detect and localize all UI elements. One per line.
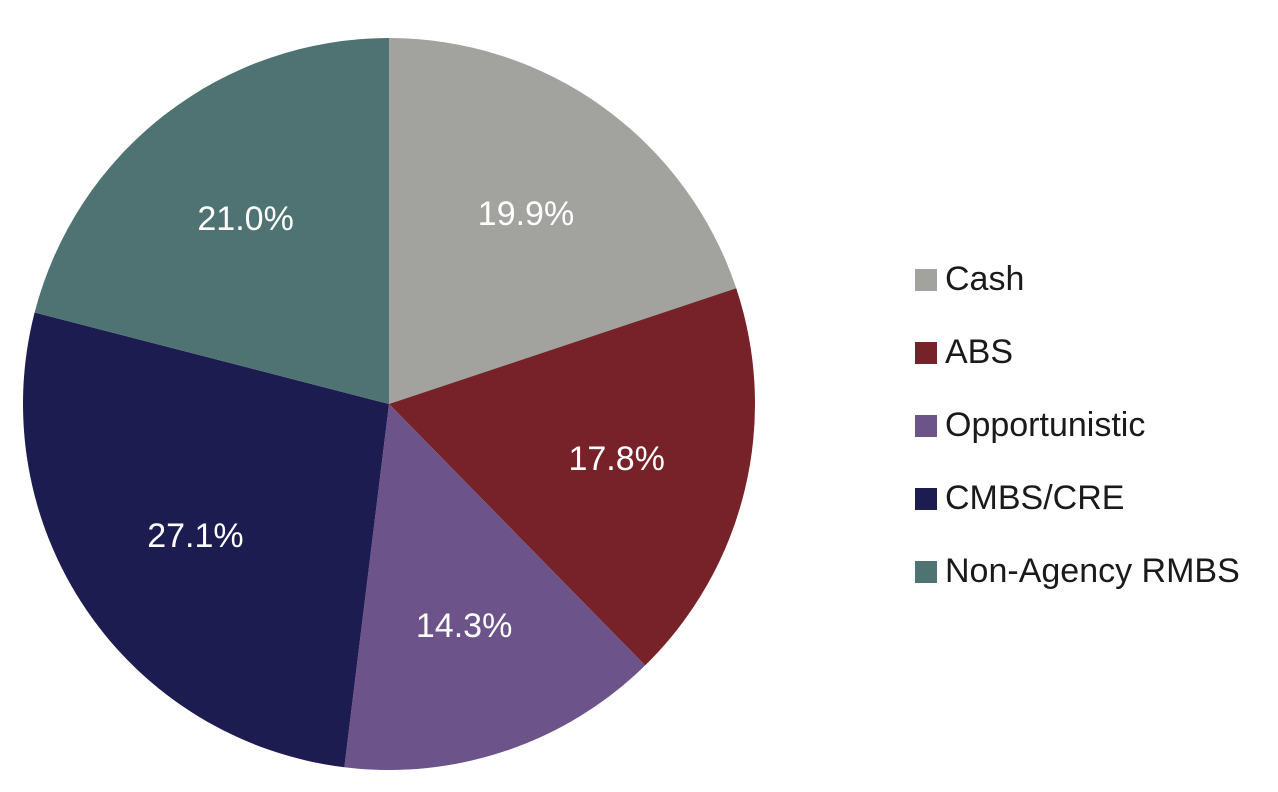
legend-label-cmbs-cre: CMBS/CRE xyxy=(945,479,1125,517)
legend-swatch-abs xyxy=(915,341,937,364)
pie-slice-opportunistic xyxy=(344,404,646,770)
legend-label-non-agency-rmbs: Non-Agency RMBS xyxy=(945,552,1240,590)
legend-item-cmbs-cre: CMBS/CRE xyxy=(915,462,1270,535)
data-label-cmbs-cre: 27.1% xyxy=(147,517,243,555)
legend-swatch-cmbs-cre xyxy=(915,487,937,510)
pie-slice-abs xyxy=(389,288,755,666)
data-label-opportunistic: 14.3% xyxy=(416,607,512,645)
pie-slice-cmbs-cre xyxy=(23,312,390,768)
pie-slice-cash xyxy=(389,38,737,404)
legend-swatch-opportunistic xyxy=(915,414,937,437)
legend-label-abs: ABS xyxy=(945,333,1014,371)
pie-data-labels: 19.9% 17.8% 14.3% 27.1% 21.0% xyxy=(147,195,665,645)
pie-slice-non-agency-rmbs xyxy=(34,38,390,404)
legend-label-cash: Cash xyxy=(945,260,1025,298)
pie-slices xyxy=(23,38,755,770)
data-label-abs: 17.8% xyxy=(568,440,664,478)
legend-label-opportunistic: Opportunistic xyxy=(945,406,1146,444)
chart-legend: Cash ABS Opportunistic CMBS/CRE Non-Agen… xyxy=(915,243,1270,608)
data-label-cash: 19.9% xyxy=(478,195,574,233)
legend-swatch-cash xyxy=(915,268,937,291)
data-label-non-agency-rmbs: 21.0% xyxy=(197,200,293,238)
legend-item-abs: ABS xyxy=(915,316,1270,389)
legend-item-cash: Cash xyxy=(915,243,1270,316)
legend-swatch-non-agency-rmbs xyxy=(915,560,937,583)
legend-item-opportunistic: Opportunistic xyxy=(915,389,1270,462)
legend-item-non-agency-rmbs: Non-Agency RMBS xyxy=(915,535,1270,608)
